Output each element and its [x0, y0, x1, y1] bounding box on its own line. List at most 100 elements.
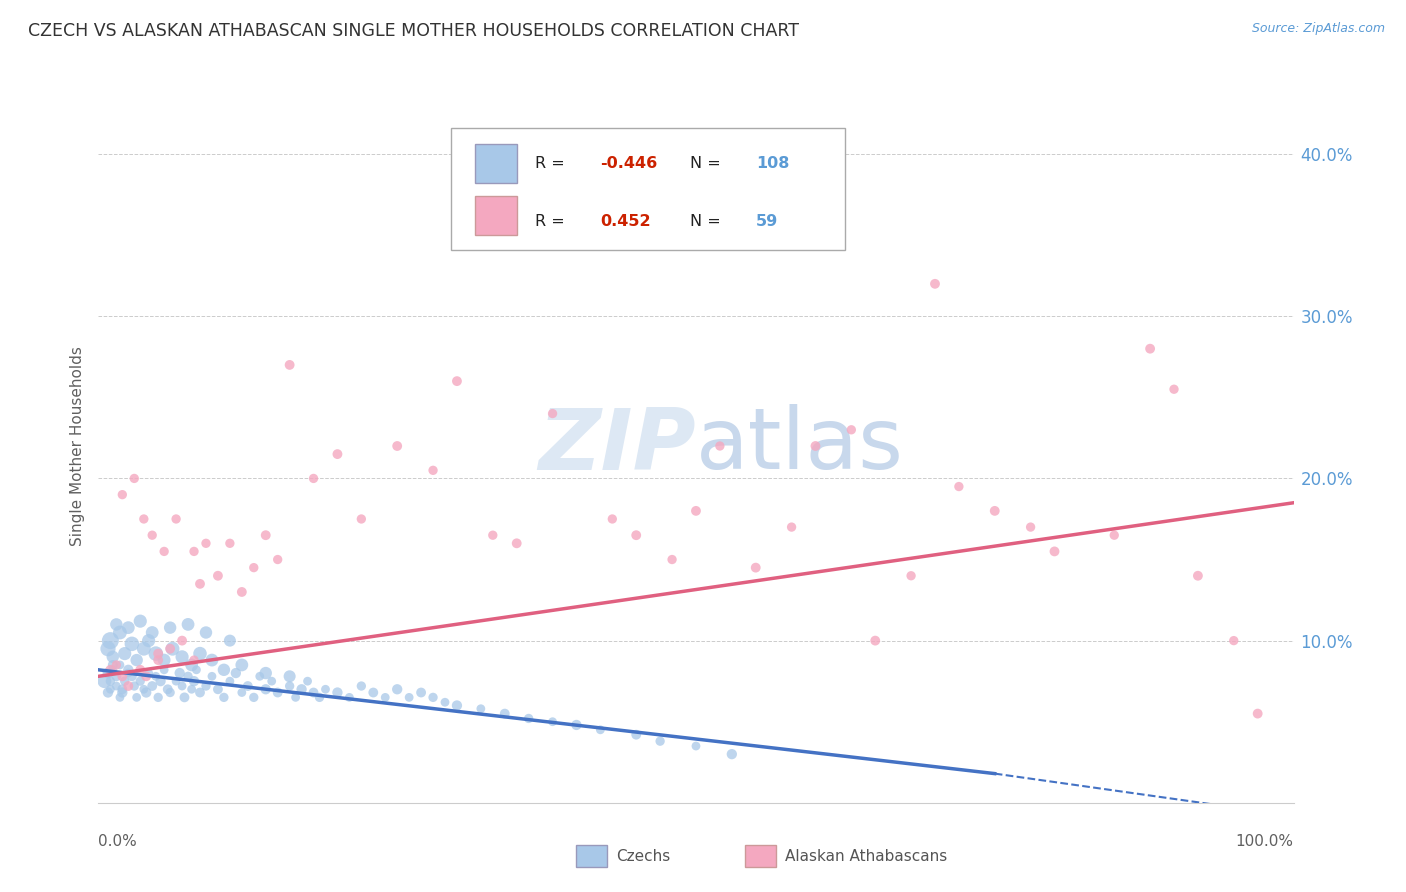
Point: [141, 679, 163, 693]
Point: [1187, 568, 1209, 582]
Point: [148, 653, 170, 667]
Point: [162, 641, 184, 656]
Point: [589, 723, 612, 737]
Point: [236, 679, 259, 693]
Text: Alaskan Athabascans: Alaskan Athabascans: [785, 849, 946, 863]
Text: N =: N =: [690, 213, 725, 228]
Point: [433, 695, 456, 709]
Point: [101, 657, 124, 672]
Point: [105, 617, 128, 632]
Point: [111, 669, 134, 683]
Point: [709, 439, 731, 453]
Text: 59: 59: [756, 213, 778, 228]
Point: [98, 663, 122, 677]
Point: [446, 698, 468, 713]
Point: [93, 674, 115, 689]
Bar: [475, 145, 517, 184]
Point: [326, 685, 349, 699]
Text: R =: R =: [534, 156, 569, 171]
Point: [745, 560, 768, 574]
Point: [1139, 342, 1161, 356]
Point: [600, 512, 623, 526]
Point: [207, 682, 229, 697]
Point: [565, 718, 588, 732]
Point: [132, 512, 155, 526]
Point: [374, 690, 396, 705]
Point: [481, 528, 505, 542]
Point: [363, 685, 385, 699]
Point: [98, 674, 122, 689]
Point: [219, 674, 242, 689]
Point: [398, 690, 420, 705]
Point: [422, 690, 444, 705]
Point: [1043, 544, 1066, 558]
Point: [97, 685, 120, 699]
Point: [541, 714, 564, 729]
Point: [284, 690, 307, 705]
Point: [153, 663, 176, 677]
Point: [183, 544, 205, 558]
Point: [159, 685, 181, 699]
Point: [156, 682, 179, 697]
Point: [1222, 633, 1246, 648]
Point: [297, 674, 319, 689]
Point: [145, 647, 167, 661]
Point: [173, 690, 195, 705]
Point: [302, 685, 325, 699]
Point: [1163, 382, 1185, 396]
Point: [124, 679, 146, 693]
Point: [111, 488, 134, 502]
Point: [148, 647, 170, 661]
Point: [350, 512, 373, 526]
Text: R =: R =: [534, 213, 575, 228]
Text: N =: N =: [690, 156, 725, 171]
Point: [105, 657, 128, 672]
Point: [117, 621, 139, 635]
Point: [506, 536, 529, 550]
Point: [138, 633, 160, 648]
Point: [114, 674, 136, 689]
FancyBboxPatch shape: [451, 128, 845, 250]
Point: [180, 682, 202, 697]
Point: [117, 679, 139, 693]
Point: [141, 625, 163, 640]
Point: [302, 471, 325, 485]
Point: [326, 447, 349, 461]
Point: [177, 617, 200, 632]
Point: [101, 649, 124, 664]
Point: [180, 657, 202, 672]
Point: [201, 653, 224, 667]
Point: [350, 679, 373, 693]
Point: [194, 679, 217, 693]
Text: ZIP: ZIP: [538, 404, 696, 488]
Point: [231, 685, 253, 699]
Point: [254, 666, 277, 681]
Point: [194, 625, 217, 640]
Text: Czechs: Czechs: [616, 849, 671, 863]
Point: [1019, 520, 1042, 534]
Point: [98, 682, 122, 697]
Point: [900, 568, 922, 582]
Point: [267, 685, 290, 699]
Point: [243, 690, 266, 705]
Point: [188, 647, 211, 661]
Point: [804, 439, 827, 453]
Point: [231, 585, 253, 599]
Point: [183, 653, 205, 667]
Point: [138, 666, 160, 681]
Point: [169, 666, 191, 681]
Point: [212, 690, 235, 705]
Point: [124, 471, 146, 485]
Point: [249, 669, 271, 683]
Text: atlas: atlas: [696, 404, 904, 488]
Point: [159, 641, 181, 656]
Point: [129, 663, 152, 677]
Point: [125, 690, 148, 705]
Point: [188, 577, 211, 591]
Point: [411, 685, 433, 699]
Point: [243, 560, 266, 574]
Point: [105, 679, 128, 693]
Point: [337, 690, 360, 705]
Text: Source: ZipAtlas.com: Source: ZipAtlas.com: [1251, 22, 1385, 36]
Point: [225, 666, 247, 681]
